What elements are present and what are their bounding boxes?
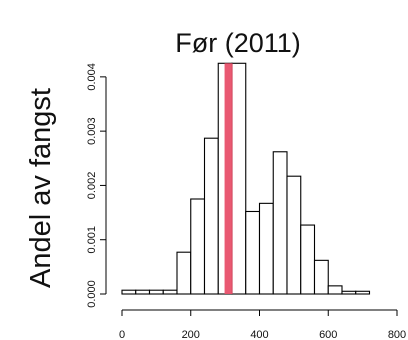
histogram-bar-16	[341, 290, 357, 295]
histogram-bar-15	[327, 285, 343, 295]
histogram-bar-12	[286, 175, 302, 295]
x-tick-label-1: 200	[182, 329, 200, 340]
histogram-bar-10	[258, 202, 274, 295]
histogram-bar-0	[121, 289, 137, 295]
y-axis-label: Andel av fangst	[25, 88, 57, 288]
histogram-bar-9	[245, 210, 261, 295]
histogram-bar-8	[231, 62, 247, 295]
y-tick-label-2: 0.002	[86, 172, 98, 200]
histogram-bar-1	[135, 289, 151, 295]
x-tick-label-2: 400	[250, 329, 268, 340]
x-tick-label-4: 800	[388, 329, 406, 340]
y-tick-label-4: 0.004	[86, 63, 98, 91]
reference-line	[224, 63, 233, 294]
plot-area: 0.000 0.001 0.002 0.003 0.004 0 200 400 600 800	[86, 62, 406, 340]
histogram-bar-4	[176, 251, 192, 295]
chart-title: Før (2011)	[175, 28, 301, 58]
x-tick-label-3: 600	[319, 329, 337, 340]
histogram-bar-14	[313, 259, 329, 295]
y-tick-label-3: 0.003	[86, 117, 98, 145]
histogram-bar-5	[190, 198, 206, 295]
histogram-bar-17	[355, 290, 371, 295]
y-tick-label-1: 0.001	[86, 226, 98, 254]
histogram-bar-6	[203, 137, 219, 295]
histogram-bar-13	[300, 224, 316, 295]
x-tick-label-0: 0	[119, 329, 125, 340]
histogram-bar-11	[272, 151, 288, 295]
histogram-bar-2	[148, 289, 164, 295]
y-tick-label-0: 0.000	[86, 280, 98, 308]
histogram-bar-3	[162, 289, 178, 295]
